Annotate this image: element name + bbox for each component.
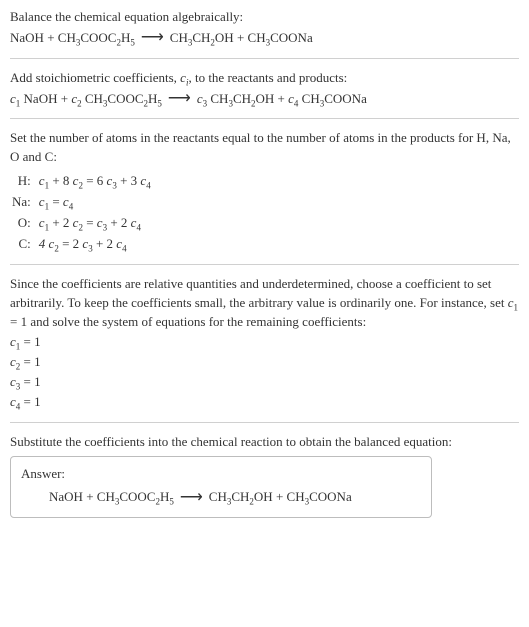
balance-title: Balance the chemical equation algebraica… bbox=[10, 8, 519, 27]
reactant-1: NaOH bbox=[10, 30, 44, 45]
coefficients-title: Add stoichiometric coefficients, ci, to … bbox=[10, 69, 519, 88]
section-atoms: Set the number of atoms in the reactants… bbox=[10, 129, 519, 265]
section-coefficients: Add stoichiometric coefficients, ci, to … bbox=[10, 69, 519, 120]
section-solve: Since the coefficients are relative quan… bbox=[10, 275, 519, 423]
table-row: H:c1 + 8 c2 = 6 c3 + 3 c4 bbox=[10, 171, 157, 192]
table-row: Na:c1 = c4 bbox=[10, 192, 157, 213]
atom-equation: 4 c2 = 2 c3 + 2 c4 bbox=[37, 234, 157, 255]
atom-equation: c1 + 8 c2 = 6 c3 + 3 c4 bbox=[37, 171, 157, 192]
coefficient-result: c1 = 1 bbox=[10, 333, 519, 352]
coefficient-result: c3 = 1 bbox=[10, 373, 519, 392]
solve-text: Since the coefficients are relative quan… bbox=[10, 275, 519, 332]
balanced-equation: NaOH + CH3COOC2H5⟶CH3CH2OH + CH3COONa bbox=[21, 488, 421, 507]
answer-label: Answer: bbox=[21, 465, 421, 484]
unbalanced-equation: NaOH + CH3COOC2H5⟶CH3CH2OH + CH3COONa bbox=[10, 29, 519, 48]
atom-label: C: bbox=[10, 234, 37, 255]
atom-equation: c1 + 2 c2 = c3 + 2 c4 bbox=[37, 213, 157, 234]
coefficient-result: c2 = 1 bbox=[10, 353, 519, 372]
table-row: O:c1 + 2 c2 = c3 + 2 c4 bbox=[10, 213, 157, 234]
answer-box: Answer: NaOH + CH3COOC2H5⟶CH3CH2OH + CH3… bbox=[10, 456, 432, 518]
arrow-icon: ⟶ bbox=[162, 93, 197, 106]
arrow-icon: ⟶ bbox=[135, 32, 170, 45]
substitute-text: Substitute the coefficients into the che… bbox=[10, 433, 519, 452]
coefficient-results: c1 = 1c2 = 1c3 = 1c4 = 1 bbox=[10, 333, 519, 411]
coefficient-result: c4 = 1 bbox=[10, 393, 519, 412]
atom-label: H: bbox=[10, 171, 37, 192]
atom-balance-table: H:c1 + 8 c2 = 6 c3 + 3 c4Na:c1 = c4O:c1 … bbox=[10, 171, 157, 254]
table-row: C:4 c2 = 2 c3 + 2 c4 bbox=[10, 234, 157, 255]
section-answer: Substitute the coefficients into the che… bbox=[10, 433, 519, 528]
reactant-2: CH3COOC2H5 bbox=[58, 30, 135, 45]
section-balance: Balance the chemical equation algebraica… bbox=[10, 8, 519, 59]
atom-label: O: bbox=[10, 213, 37, 234]
product-1: CH3CH2OH bbox=[170, 30, 234, 45]
coefficient-equation: c1 NaOH + c2 CH3COOC2H5⟶c3 CH3CH2OH + c4… bbox=[10, 90, 519, 109]
atom-label: Na: bbox=[10, 192, 37, 213]
product-2: CH3COONa bbox=[248, 30, 313, 45]
atom-equation: c1 = c4 bbox=[37, 192, 157, 213]
arrow-icon: ⟶ bbox=[174, 492, 209, 505]
atoms-title: Set the number of atoms in the reactants… bbox=[10, 129, 519, 167]
